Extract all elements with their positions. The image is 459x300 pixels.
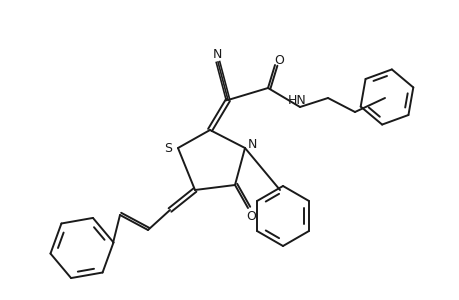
Text: N: N xyxy=(247,139,256,152)
Text: O: O xyxy=(246,211,255,224)
Text: O: O xyxy=(274,53,283,67)
Text: N: N xyxy=(212,49,221,62)
Text: S: S xyxy=(164,142,172,155)
Text: HN: HN xyxy=(287,94,306,106)
